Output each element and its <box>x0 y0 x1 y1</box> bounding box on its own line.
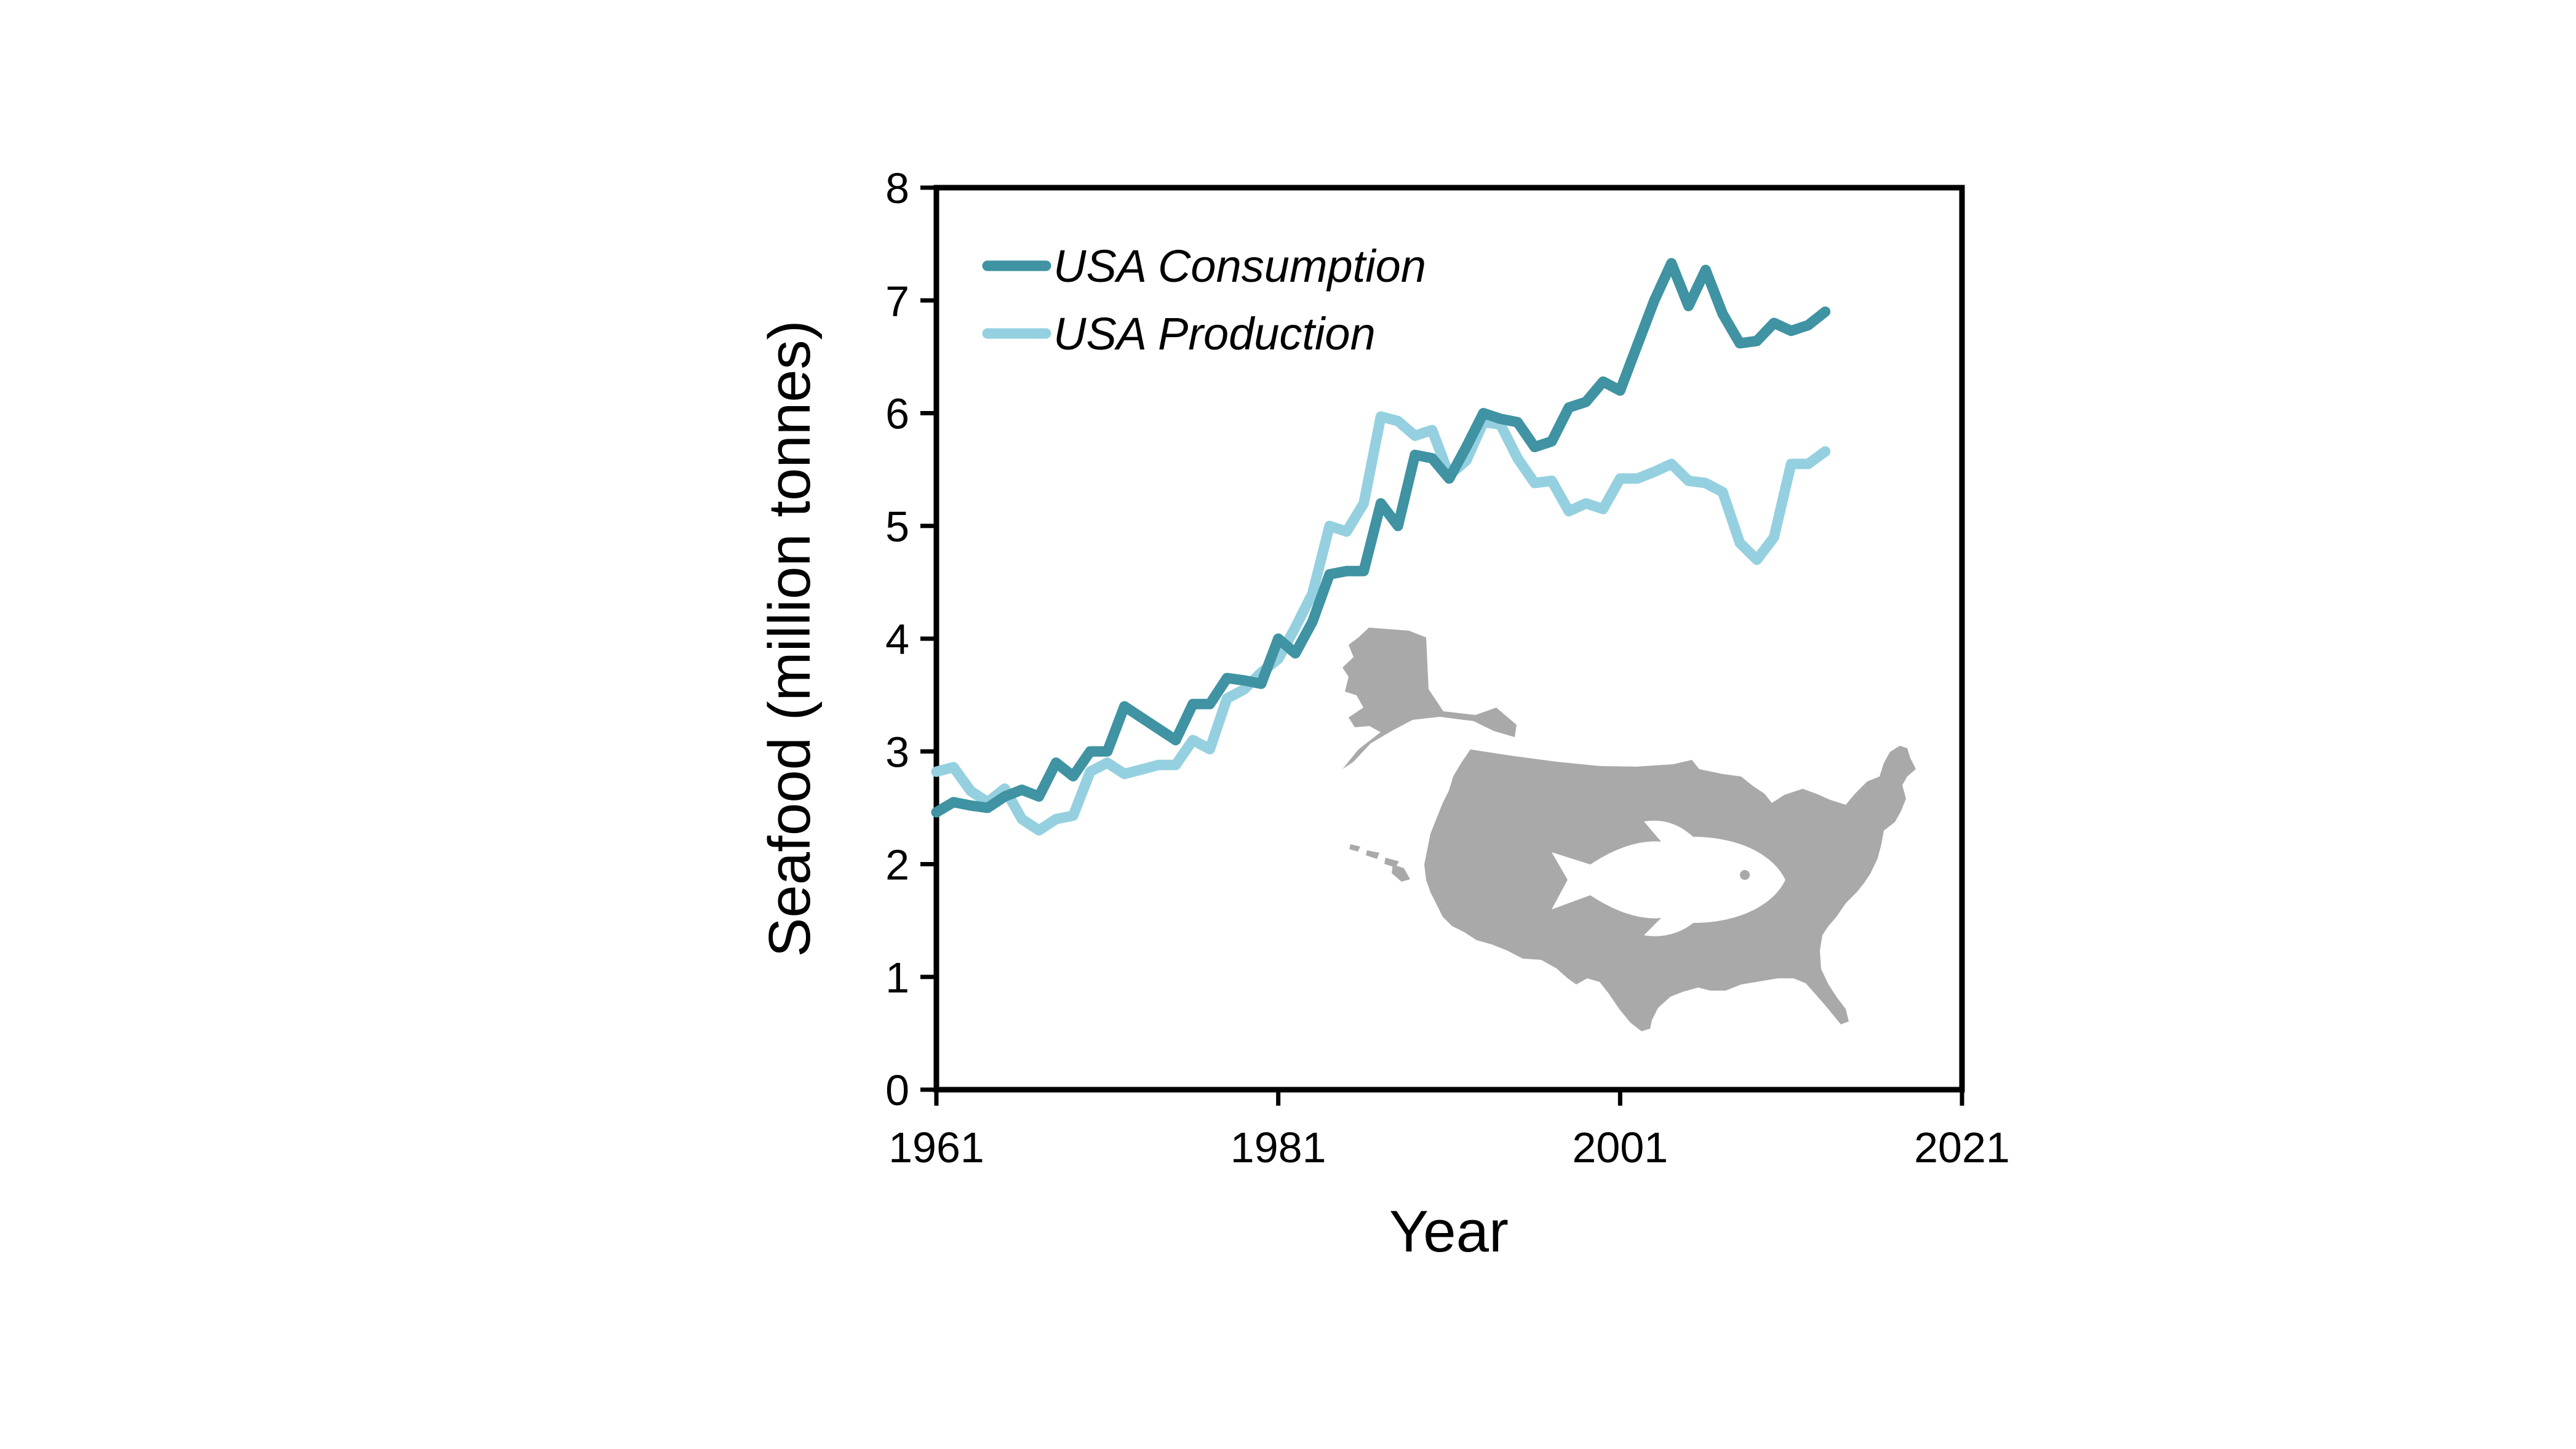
y-tick-label: 2 <box>885 841 909 889</box>
x-tick-label: 1961 <box>888 1124 984 1172</box>
y-tick-label: 3 <box>885 728 909 776</box>
x-tick-label: 2021 <box>1914 1124 2010 1172</box>
series-layer <box>931 258 1831 836</box>
y-tick-label: 5 <box>885 503 909 551</box>
x-tick-label: 2001 <box>1572 1124 1668 1172</box>
usa-map-with-fish-icon <box>1342 628 1916 1031</box>
y-tick-label: 8 <box>885 164 909 212</box>
y-tick-label: 1 <box>885 954 909 1002</box>
legend: USA Consumption USA Production <box>982 241 1426 359</box>
series-line-usa-consumption <box>931 258 1831 818</box>
x-axis-title: Year <box>1389 1199 1509 1264</box>
fish-eye-icon <box>1740 870 1750 880</box>
y-tick-label: 0 <box>885 1066 909 1114</box>
legend-label: USA Production <box>1053 308 1376 359</box>
y-tick-label: 7 <box>885 277 909 325</box>
x-tick-label: 1981 <box>1230 1124 1326 1172</box>
y-axis-title: Seafood (million tonnes) <box>757 320 823 957</box>
hawaii-silhouette <box>1349 844 1410 882</box>
fish-icon <box>1552 820 1785 936</box>
y-tick-label: 6 <box>885 390 909 438</box>
y-tick-label: 4 <box>885 615 909 663</box>
legend-label: USA Consumption <box>1053 241 1426 292</box>
alaska-silhouette <box>1342 628 1517 769</box>
x-axis: 1961 1981 2001 2021 <box>888 1090 2010 1172</box>
y-axis: 0 1 2 3 4 5 6 7 8 <box>885 164 936 1114</box>
series-line-usa-production <box>931 411 1831 836</box>
